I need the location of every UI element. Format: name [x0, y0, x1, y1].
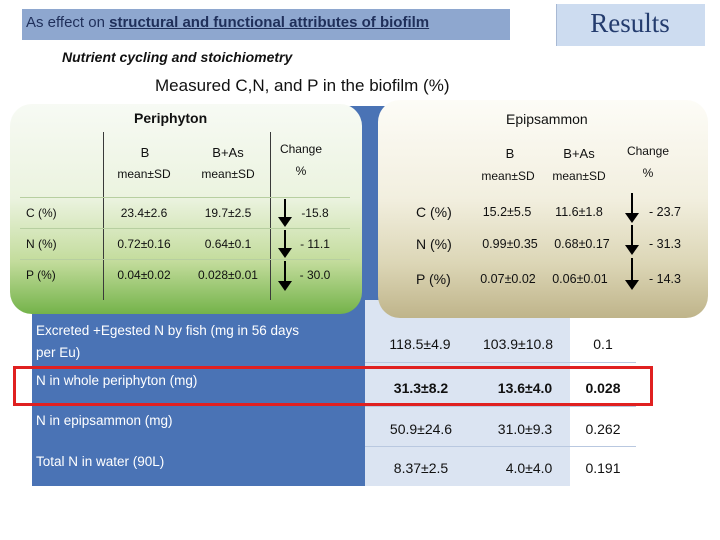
- subtitle: Nutrient cycling and stoichiometry: [62, 49, 293, 65]
- periphyton-change: -15.8: [301, 206, 329, 220]
- bottom-pvalue-bg: [570, 300, 636, 486]
- epipsammon-panel: [378, 100, 708, 318]
- periphyton-col-b: B: [140, 145, 150, 160]
- highlight-box: [13, 366, 653, 406]
- results-box: [556, 4, 705, 46]
- grid-line: [20, 197, 350, 198]
- bottom-pvalue: 0.191: [585, 460, 621, 476]
- epipsammon-cell: 0.68±0.17: [554, 237, 610, 251]
- down-arrow-icon: [625, 258, 639, 290]
- bottom-cell: 50.9±24.6: [389, 421, 453, 437]
- down-arrow-icon: [278, 199, 292, 227]
- main-title: Measured C,N, and P in the biofilm (%): [155, 76, 450, 95]
- epipsammon-col-change-unit: %: [642, 166, 654, 180]
- grid-line: [103, 132, 104, 300]
- bottom-pvalue: 0.1: [593, 336, 613, 352]
- periphyton-col-change: Change: [279, 142, 323, 156]
- bottom-cell: 31.3±8.2: [393, 380, 449, 396]
- epipsammon-cell: 0.06±0.01: [552, 272, 608, 286]
- down-arrow-icon: [625, 193, 639, 223]
- bottom-cell: 13.6±4.0: [497, 380, 553, 396]
- periphyton-cell: 0.72±0.16: [117, 237, 171, 251]
- row-separator: [365, 362, 636, 363]
- header-prefix: As effect on: [26, 14, 110, 31]
- bottom-cell: 31.0±9.3: [497, 421, 553, 437]
- periphyton-cell: 0.04±0.02: [117, 268, 171, 282]
- row-separator: [365, 406, 636, 407]
- periphyton-row-label: N (%): [26, 237, 57, 251]
- periphyton-cell: 0.028±0.01: [198, 268, 258, 282]
- epipsammon-col-bas: B+As: [563, 146, 595, 161]
- bottom-cell: 118.5±4.9: [389, 336, 451, 352]
- header-bar: [22, 9, 510, 40]
- grid-line: [20, 259, 350, 260]
- epipsammon-row-label: C (%): [416, 204, 452, 220]
- bottom-pvalue: 0.262: [585, 421, 621, 437]
- bottom-pvalue: 0.028: [585, 380, 621, 396]
- epipsammon-cell: 0.99±0.35: [482, 237, 538, 251]
- epipsammon-cell: 0.07±0.02: [480, 272, 536, 286]
- bottom-row-label: N in whole periphyton (mg): [36, 373, 198, 388]
- epipsammon-mean-sd: mean±SD: [552, 169, 606, 183]
- epipsammon-col-b: B: [505, 146, 515, 161]
- epipsammon-mean-sd: mean±SD: [481, 169, 535, 183]
- periphyton-mean-sd: mean±SD: [117, 167, 171, 181]
- bottom-row-label: Total N in water (90L): [36, 454, 165, 469]
- periphyton-col-bas: B+As: [212, 145, 244, 160]
- epipsammon-title: Epipsammon: [506, 111, 588, 127]
- periphyton-col-change-unit: %: [295, 164, 307, 178]
- bottom-values-bg: [365, 300, 570, 486]
- bottom-cell: 4.0±4.0: [505, 460, 553, 476]
- periphyton-panel: [10, 104, 362, 314]
- bottom-row-label: N in epipsammon (mg): [36, 413, 173, 428]
- periphyton-change: - 11.1: [300, 237, 330, 251]
- bottom-cell: 103.9±10.8: [483, 336, 553, 352]
- epipsammon-change: - 23.7: [649, 205, 681, 219]
- periphyton-row-label: C (%): [26, 206, 57, 220]
- epipsammon-row-label: N (%): [416, 236, 452, 252]
- down-arrow-icon: [278, 230, 292, 258]
- down-arrow-icon: [278, 261, 292, 291]
- periphyton-change: - 30.0: [299, 268, 331, 282]
- epipsammon-cell: 11.6±1.8: [555, 205, 603, 219]
- grid-line: [20, 228, 350, 229]
- epipsammon-row-label: P (%): [416, 271, 451, 287]
- periphyton-mean-sd: mean±SD: [201, 167, 255, 181]
- grid-line: [270, 132, 271, 300]
- header-title: As effect on structural and functional a…: [26, 14, 429, 31]
- bottom-row-label: Excreted +Egested N by fish (mg in 56 da…: [36, 323, 300, 360]
- epipsammon-change: - 31.3: [649, 237, 681, 251]
- periphyton-cell: 19.7±2.5: [204, 206, 252, 220]
- results-label: Results: [590, 8, 670, 38]
- epipsammon-cell: 15.2±5.5: [482, 205, 532, 219]
- down-arrow-icon: [625, 225, 639, 255]
- header-emphasis: structural and functional attributes of …: [109, 14, 430, 31]
- periphyton-cell: 0.64±0.1: [204, 237, 252, 251]
- epipsammon-change: - 14.3: [649, 272, 681, 286]
- periphyton-cell: 23.4±2.6: [120, 206, 168, 220]
- epipsammon-col-change: Change: [626, 144, 670, 158]
- periphyton-title: Periphyton: [134, 110, 208, 126]
- periphyton-row-label: P (%): [26, 268, 56, 282]
- bottom-cell: 8.37±2.5: [393, 460, 449, 476]
- row-separator: [365, 446, 636, 447]
